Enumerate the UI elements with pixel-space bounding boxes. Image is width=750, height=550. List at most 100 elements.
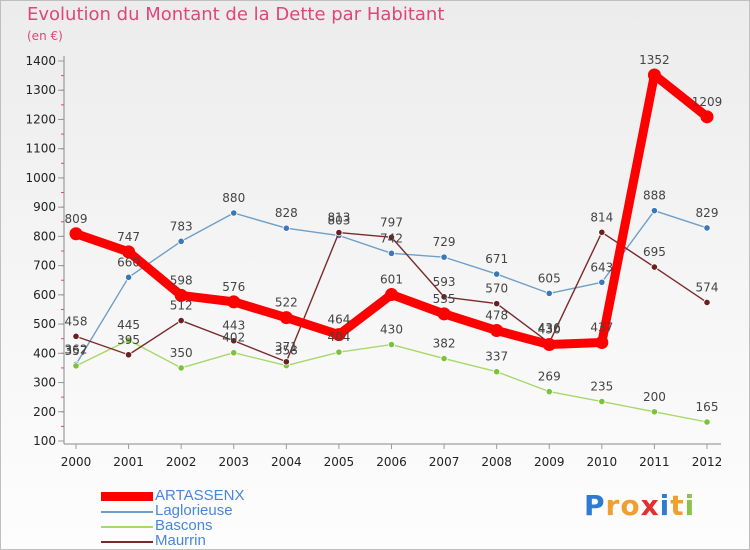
data-point bbox=[595, 335, 609, 349]
x-tick-label: 2005 bbox=[324, 455, 355, 469]
data-point bbox=[542, 338, 556, 352]
data-label: 1209 bbox=[692, 95, 723, 109]
data-label: 443 bbox=[222, 319, 245, 333]
y-tick-label: 1100 bbox=[25, 142, 56, 156]
data-point bbox=[440, 354, 448, 363]
data-point bbox=[700, 110, 714, 124]
y-tick-label: 100 bbox=[33, 434, 56, 448]
data-label: 512 bbox=[170, 299, 193, 313]
y-tick-label: 400 bbox=[33, 346, 56, 360]
brand-letter: t bbox=[670, 489, 685, 522]
data-point bbox=[650, 263, 659, 271]
data-point bbox=[230, 337, 238, 345]
legend-swatch bbox=[101, 510, 153, 513]
data-point bbox=[72, 362, 80, 370]
data-point bbox=[703, 298, 711, 307]
x-tick-label: 2006 bbox=[376, 455, 407, 469]
y-tick-label: 900 bbox=[33, 200, 56, 214]
data-point bbox=[385, 288, 398, 302]
data-label: 828 bbox=[275, 206, 298, 220]
x-tick-label: 2011 bbox=[639, 455, 670, 469]
data-label: 888 bbox=[643, 189, 666, 203]
data-label: 695 bbox=[643, 245, 666, 259]
y-tick-label: 800 bbox=[33, 229, 56, 243]
data-label: 436 bbox=[538, 321, 561, 335]
data-label: 1352 bbox=[639, 53, 670, 67]
chart-title: Evolution du Montant de la Dette par Hab… bbox=[27, 4, 445, 25]
data-label: 598 bbox=[170, 273, 193, 287]
data-label: 671 bbox=[485, 252, 508, 266]
data-label: 350 bbox=[170, 346, 193, 360]
legend-item: Laglorieuse bbox=[101, 502, 321, 519]
data-point bbox=[493, 300, 501, 308]
data-label: 570 bbox=[485, 282, 508, 296]
legend-label: Laglorieuse bbox=[155, 502, 233, 519]
data-label: 200 bbox=[643, 390, 666, 404]
data-label: 445 bbox=[117, 318, 140, 332]
data-point bbox=[598, 278, 606, 286]
brand-letter: r bbox=[605, 489, 621, 522]
data-point bbox=[279, 311, 293, 325]
data-label: 797 bbox=[380, 215, 403, 229]
data-point bbox=[598, 397, 606, 406]
data-point bbox=[124, 273, 133, 281]
data-point bbox=[230, 349, 238, 357]
data-point bbox=[493, 368, 501, 376]
legend-item: ARTASSENX bbox=[101, 487, 321, 504]
data-point bbox=[387, 233, 396, 241]
data-point bbox=[335, 228, 343, 237]
data-label: 165 bbox=[696, 400, 719, 414]
data-point bbox=[387, 340, 396, 349]
data-label: 660 bbox=[117, 255, 140, 269]
data-point bbox=[227, 295, 241, 309]
data-label: 574 bbox=[696, 280, 719, 294]
data-label: 382 bbox=[433, 337, 456, 351]
data-label: 371 bbox=[275, 340, 298, 354]
data-label: 747 bbox=[117, 230, 140, 244]
y-tick-label: 600 bbox=[33, 288, 56, 302]
data-label: 829 bbox=[696, 206, 719, 220]
data-label: 404 bbox=[327, 330, 350, 344]
data-label: 643 bbox=[590, 260, 613, 274]
data-point bbox=[174, 288, 188, 302]
brand-letter: o bbox=[620, 489, 641, 522]
legend-swatch bbox=[101, 525, 153, 528]
data-label: 402 bbox=[222, 331, 245, 345]
x-tick-label: 2001 bbox=[113, 455, 144, 469]
data-point bbox=[122, 245, 136, 259]
x-tick-label: 2002 bbox=[166, 455, 197, 469]
chart-legend: ARTASSENX Laglorieuse Bascons Maurrin bbox=[101, 487, 321, 549]
data-label: 809 bbox=[65, 212, 88, 226]
data-point bbox=[124, 351, 133, 359]
data-label: 601 bbox=[380, 273, 403, 287]
data-point bbox=[650, 408, 659, 416]
data-point bbox=[703, 224, 711, 232]
data-label: 814 bbox=[590, 210, 613, 224]
x-tick-label: 2008 bbox=[481, 455, 512, 469]
y-tick-label: 300 bbox=[33, 376, 56, 390]
legend-swatch bbox=[101, 492, 153, 501]
data-label: 783 bbox=[170, 219, 193, 233]
data-label: 358 bbox=[275, 344, 298, 358]
data-point bbox=[72, 332, 80, 340]
y-tick-label: 700 bbox=[33, 259, 56, 273]
x-tick-label: 2000 bbox=[61, 455, 92, 469]
brand-logo: Proxiti bbox=[584, 489, 695, 522]
data-label: 535 bbox=[433, 292, 456, 306]
legend-label: ARTASSENX bbox=[155, 487, 245, 504]
data-point bbox=[650, 207, 659, 215]
data-label: 605 bbox=[538, 271, 561, 285]
data-label: 362 bbox=[65, 342, 88, 356]
data-point bbox=[335, 348, 343, 356]
y-tick-label: 1300 bbox=[25, 83, 56, 97]
x-tick-label: 2007 bbox=[429, 455, 460, 469]
data-point bbox=[703, 418, 711, 426]
brand-letter: i bbox=[684, 489, 696, 522]
data-point bbox=[440, 293, 448, 301]
x-tick-label: 2010 bbox=[587, 455, 618, 469]
data-point bbox=[545, 387, 553, 396]
data-point bbox=[177, 237, 185, 245]
data-point bbox=[493, 270, 501, 278]
data-point bbox=[647, 68, 661, 82]
